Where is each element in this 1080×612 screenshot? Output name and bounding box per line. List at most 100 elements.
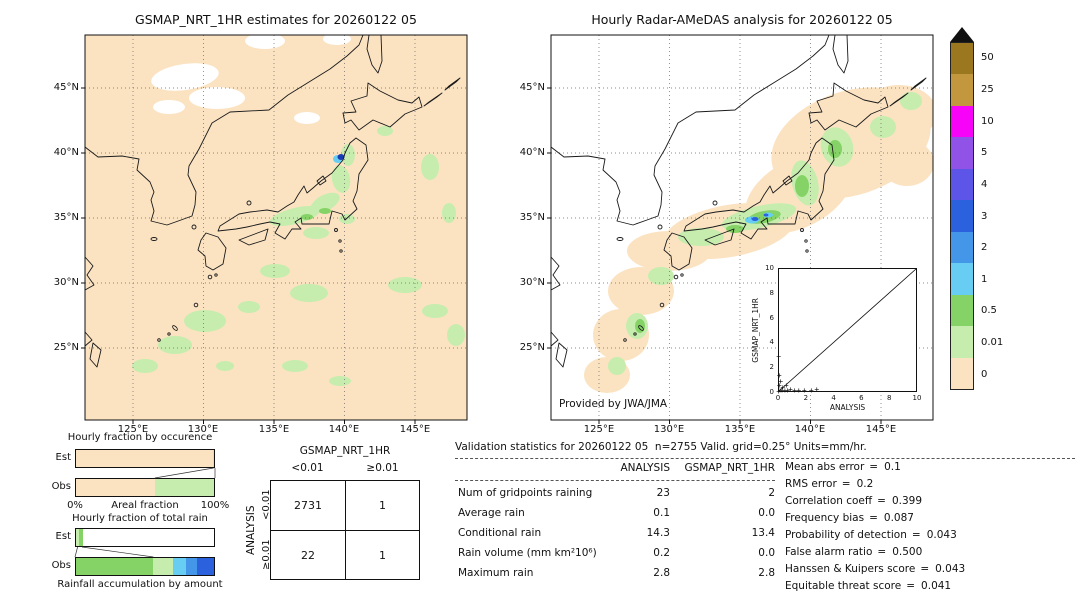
bar-segment [153,558,173,575]
row-label-est: Est [55,531,71,542]
x-min-label: 0% [67,500,83,511]
axis-ticks [547,87,882,424]
inset-y-axis-label: GSMAP_NRT_1HR [751,268,760,392]
lat-tick-label: 45°N [53,82,79,93]
scatter-point: + [777,386,783,395]
inset-yticks: 0 2 4 6 8 10 [763,264,776,396]
fraction-charts: Hourly fraction by occurence Est Obs 0% … [50,432,230,600]
inset-x-tick-label: 8 [886,394,892,402]
stats-gsmap-value: 0.0 [758,547,775,559]
lon-tick-label: 140°E [794,424,826,435]
validation-stats-panel: Validation statistics for 20260122 05 n=… [455,441,1077,609]
colorbar-tick-label: 2 [981,242,988,254]
inset-scatter-plot: + + + + + + + + + + + + + + + + + 0 2 4 6 8 10 0 2 4 6 8 10 GSMAP_… [751,264,921,412]
tot-obs-bar [75,557,215,576]
lon-tick-label: 135°E [258,424,290,435]
row-label-est: Est [55,452,71,463]
total-rain-x-axis-label: Rainfall accumulation by amount [57,579,223,590]
lat-tick-label: 25°N [519,342,545,353]
metric-line: Probability of detection = 0.043 [785,529,965,546]
stats-row: Num of gridpoints raining 23 2 [455,487,775,505]
colorbar-tick-label: 50 [981,52,994,64]
lat-tick-label: 35°N [519,212,545,223]
map-border [84,34,468,421]
lat-tick-label: 25°N [53,342,79,353]
scatter-point: + [776,381,782,391]
equals-sign: = [911,529,921,541]
scatter-point: + [783,380,789,390]
lat-tick-label: 30°N [53,277,79,288]
heavy-rain-core [751,213,769,221]
scatter-point: + [778,377,784,387]
stats-analysis-value: 0.1 [653,507,670,519]
bar-segment [76,479,155,496]
colorbar-tick-label: 0.01 [981,337,1004,349]
colorbar-tick-label: 25 [981,83,994,95]
stats-gsmap-value: 2 [768,487,775,499]
bar-segment [212,450,214,467]
scatter-point: + [788,384,793,394]
scatter-point: + [782,385,788,395]
inset-y-axis-label-text: GSMAP_NRT_1HR [751,297,760,363]
metric-label: Probability of detection [785,529,907,541]
map-background [85,35,467,420]
scatter-point: + [796,386,802,396]
scatter-point: + [785,386,791,396]
row-label-obs: Obs [51,481,71,492]
inset-y-tick-label: 10 [765,264,774,272]
inset-x-tick-label: 10 [912,394,922,402]
metric-line: Correlation coeff = 0.399 [785,495,965,512]
metric-label: False alarm ratio [785,546,873,558]
bar-segment [172,558,187,575]
contingency-col-label: ≥0.01 [366,462,399,474]
inset-y-tick-label: 8 [769,288,774,297]
stats-gsmap-value: 13.4 [751,527,775,539]
scatter-point: + [808,386,814,396]
score-metrics-list: Mean abs error = 0.1 RMS error = 0.2 Correla… [785,461,965,597]
inset-x-tick-label: 0 [775,394,781,402]
inset-plot-area: + + + + + + + + + + + + + + + + + [776,268,917,396]
inset-y-tick-label: 4 [769,338,774,347]
metric-label: RMS error [785,478,837,490]
scatter-point: + [776,386,782,396]
scatter-point: + [776,370,782,380]
no-data-region [151,35,351,124]
contingency-grid: 2731 1 22 1 [270,480,420,580]
equals-sign: = [869,461,879,473]
lat-tick-label: 35°N [53,212,79,223]
lon-tick-label: 125°E [117,424,149,435]
colorbar-segment [951,105,973,138]
stats-row-label: Num of gridpoints raining [458,487,593,499]
bar-segment [197,558,214,575]
bar-segment [76,529,79,546]
metric-line: Hanssen & Kuipers score = 0.043 [785,563,965,580]
total-rain-chart-title: Hourly fraction of total rain [72,513,208,524]
contingency-col-label: <0.01 [291,462,324,474]
lat-tick-label: 40°N [519,147,545,158]
colorbar-segment [951,168,973,201]
inset-xticks: 0 2 4 6 8 10 [776,394,922,403]
inset-x-tick-label: 6 [859,394,864,402]
inset-diagonal [779,269,916,391]
metric-value: 0.043 [935,563,966,575]
stats-row: Maximum rain 2.8 2.8 [455,567,775,585]
heavy-rain-core [337,154,345,160]
divider [455,458,1075,459]
equals-sign: = [877,546,887,558]
map-border [550,34,934,421]
column-header-analysis: ANALYSIS [620,462,670,474]
bar-segment [76,558,154,575]
colorbar-segment [951,294,973,327]
metric-line: Mean abs error = 0.1 [785,461,965,478]
colorbar-tick-label: 5 [981,147,988,159]
inset-x-axis-label: ANALYSIS [829,403,866,412]
lon-tick-label: 145°E [865,424,897,435]
contingency-table: GSMAP_NRT_1HR <0.01 ≥0.01 ANALYSIS <0.01… [240,440,452,602]
metric-label: Mean abs error [785,461,865,473]
colorbar-segment [951,74,973,106]
colorbar-segment [951,263,973,295]
metric-value: 0.500 [892,546,923,558]
lon-tick-label: 130°E [187,424,219,435]
metric-line: Frequency bias = 0.087 [785,512,965,529]
bar-segment [186,558,198,575]
